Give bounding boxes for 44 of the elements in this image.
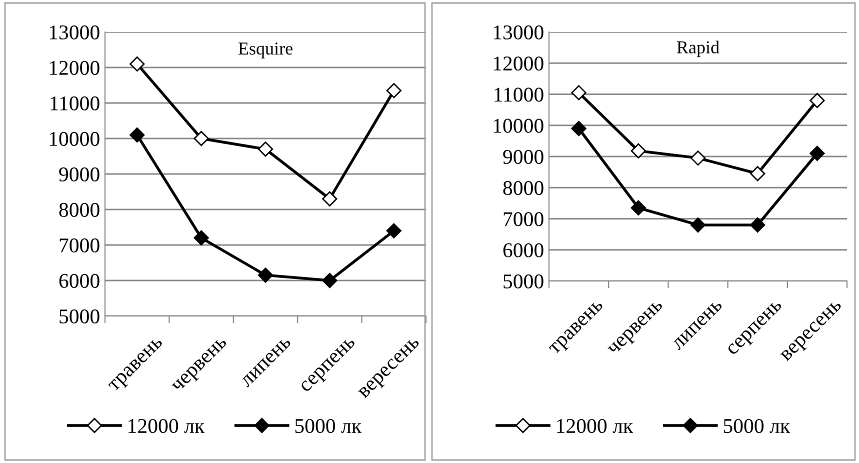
point: [130, 127, 145, 143]
chart-title: Rapid: [676, 40, 720, 58]
point: [690, 150, 706, 166]
y-tick-label: 10000: [50, 132, 100, 146]
point: [810, 92, 825, 108]
legend-label: 12000 лк: [557, 418, 634, 434]
legend-label: 5000 лк: [295, 418, 362, 434]
y-tick-label: 8000: [503, 181, 544, 196]
legend-label: 5000 лк: [724, 418, 790, 434]
y-tick-label: 11000: [494, 88, 544, 102]
y-tick-label: 7000: [60, 238, 100, 252]
y-tick-label: 6000: [503, 243, 544, 258]
text: Esquire: [238, 42, 292, 58]
point: [258, 142, 274, 157]
point: [571, 120, 586, 136]
y-tick-label: 5000: [504, 274, 544, 288]
y-tick-label: 6000: [59, 274, 100, 288]
y-tick-label: 13000: [494, 25, 544, 40]
point: [194, 230, 209, 246]
point: [194, 130, 209, 146]
point: [690, 217, 706, 233]
point: [322, 191, 338, 206]
point: [258, 268, 274, 283]
point: [386, 223, 402, 238]
y-tick-label: 9000: [503, 150, 544, 164]
point: [386, 83, 402, 98]
y-tick-label: 13000: [50, 25, 100, 40]
point: [810, 146, 825, 161]
y-tick-label: 11000: [50, 96, 100, 110]
point: [750, 217, 766, 233]
point: [630, 200, 646, 216]
y-tick-label: 9000: [59, 167, 100, 182]
y-tick-label: 7000: [504, 212, 544, 226]
point: [130, 56, 145, 72]
y-tick-label: 10000: [494, 118, 544, 133]
point: [322, 272, 338, 288]
y-tick-label: 12000: [494, 56, 544, 71]
y-tick-label: 8000: [59, 202, 100, 217]
point: [750, 166, 766, 182]
y-tick-label: 5000: [60, 309, 100, 324]
legend-label: 12000 лк: [128, 418, 205, 434]
point: [630, 143, 646, 158]
point: [571, 85, 586, 100]
y-tick-label: 12000: [50, 60, 100, 75]
